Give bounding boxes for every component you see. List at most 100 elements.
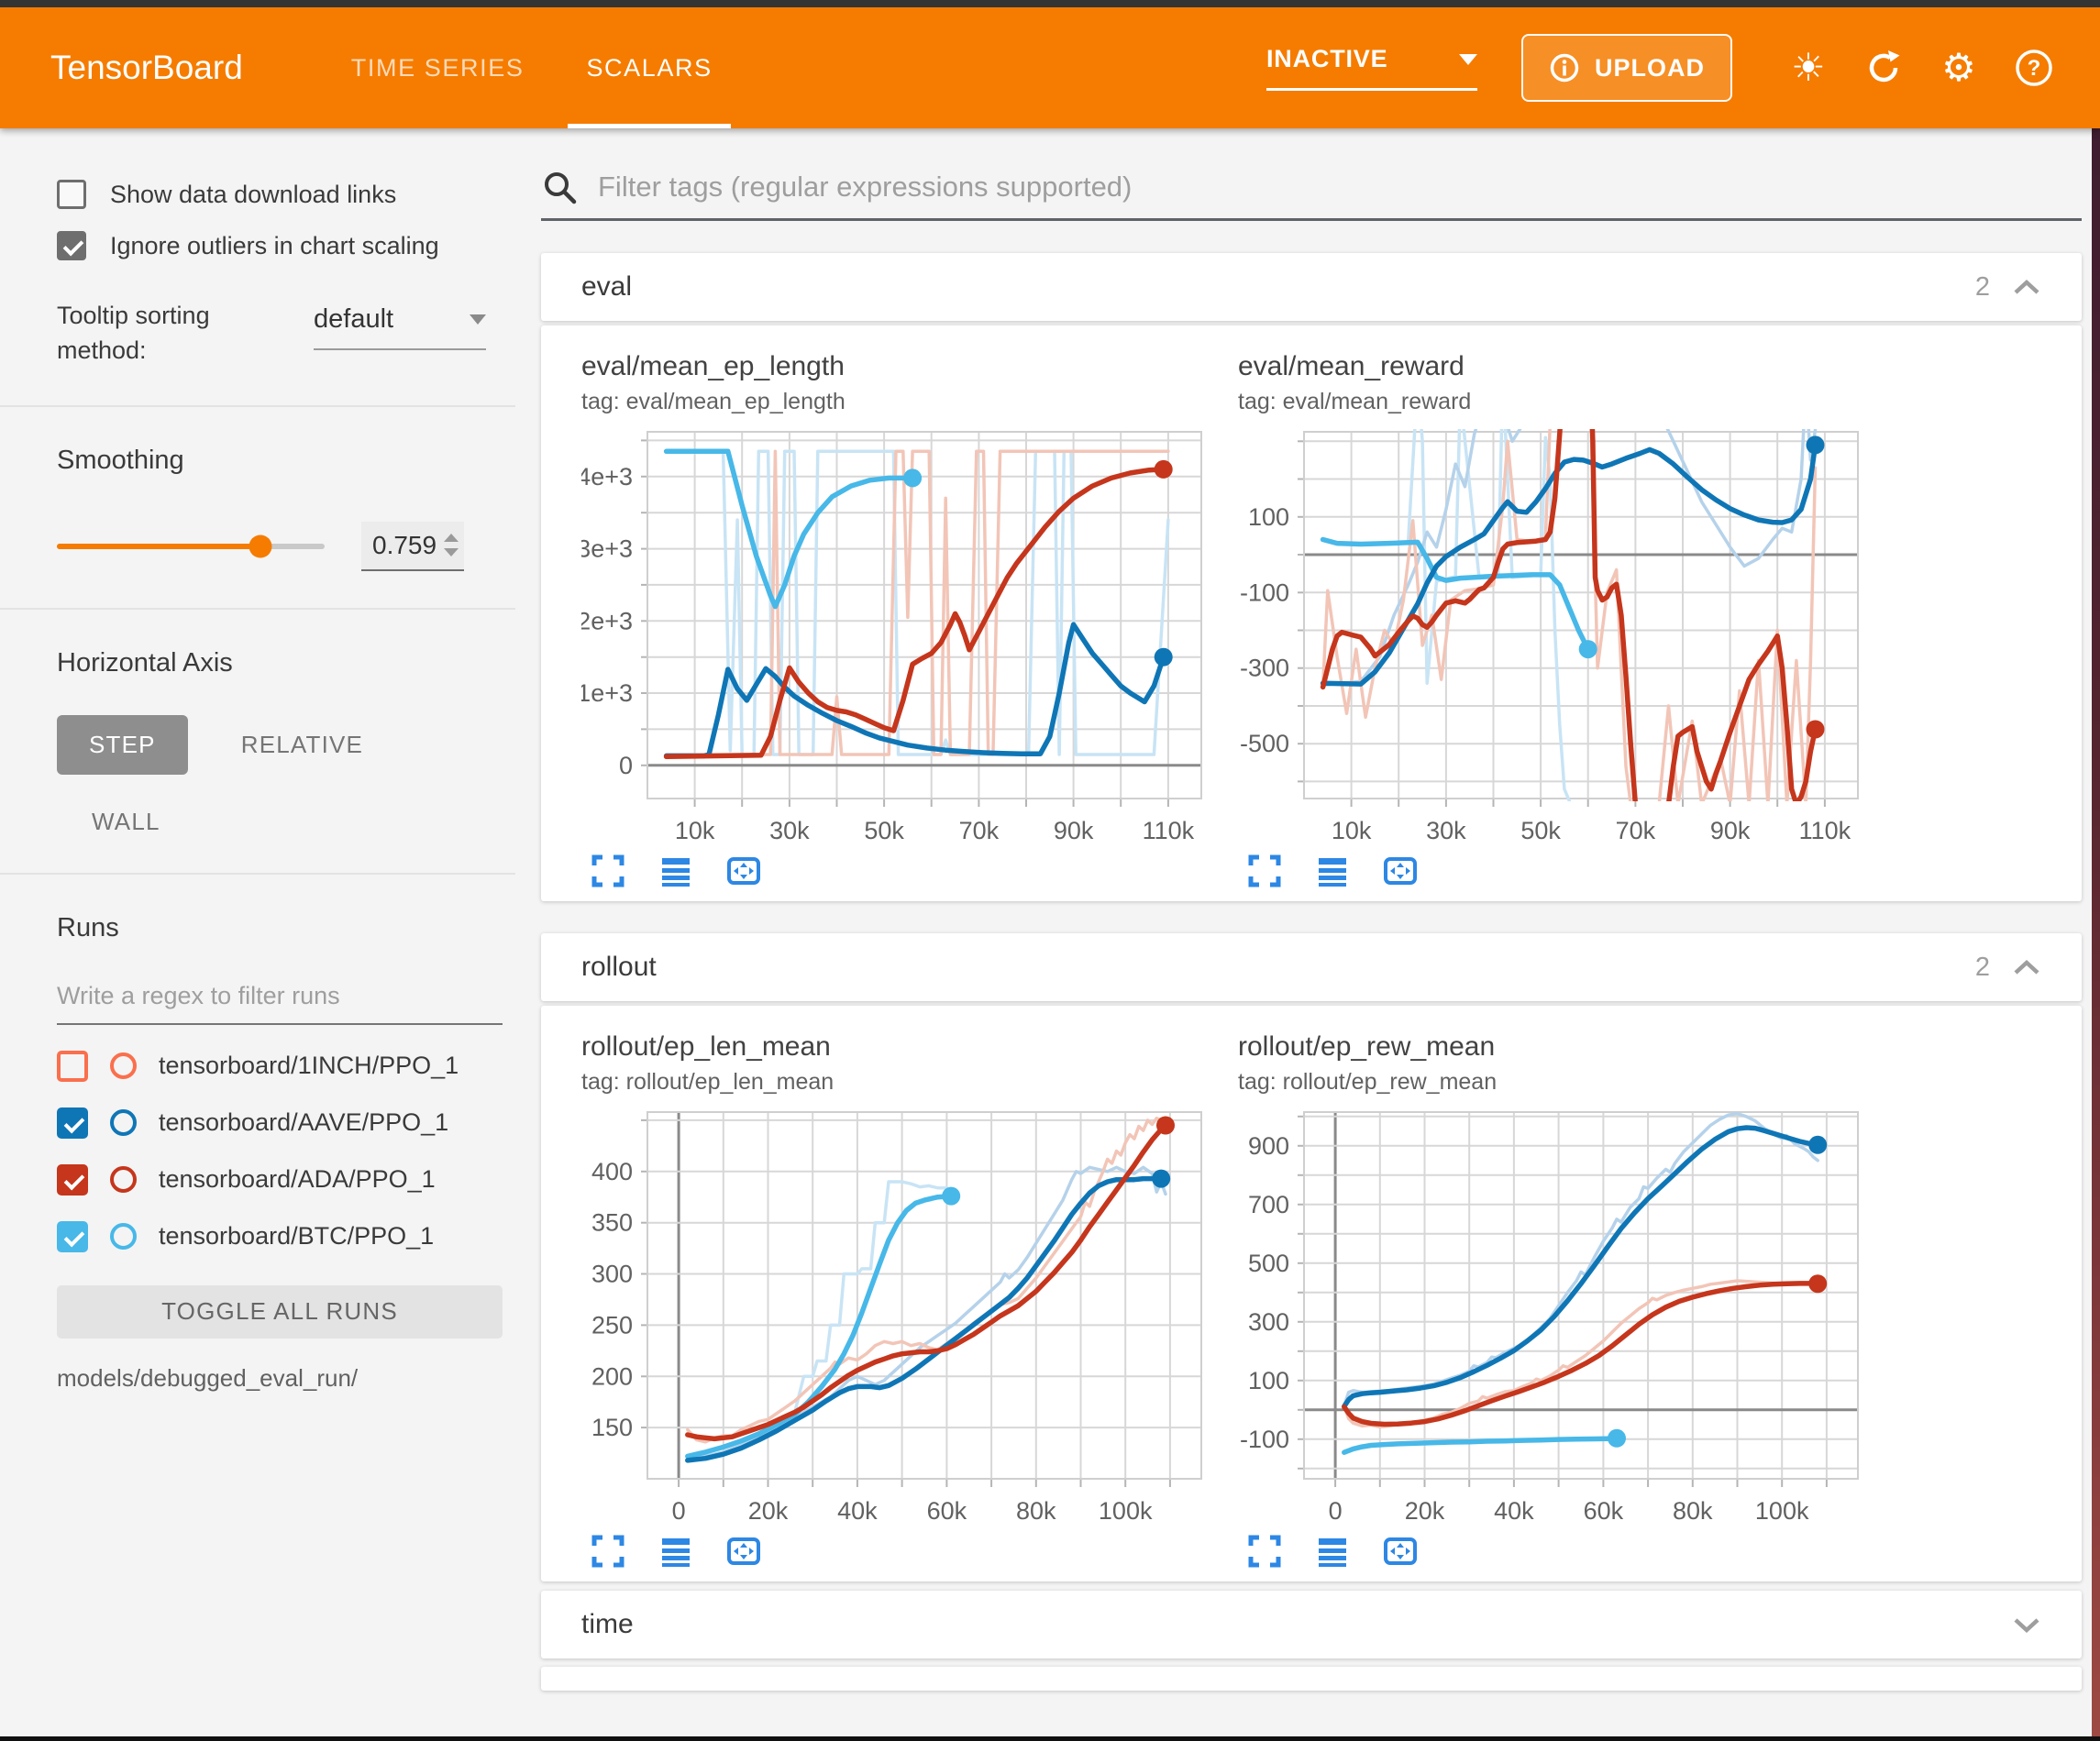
fit-domain-icon[interactable]: [726, 1534, 761, 1569]
section-header-eval[interactable]: eval 2: [541, 253, 2082, 321]
svg-text:70k: 70k: [959, 817, 1000, 844]
expand-card-icon[interactable]: [591, 1534, 625, 1569]
slider-thumb[interactable]: [249, 534, 272, 558]
chart-eval-mean-reward: eval/mean_reward tag: eval/mean_reward 1…: [1238, 351, 1880, 888]
run-radio[interactable]: [110, 1166, 137, 1194]
expand-card-icon[interactable]: [591, 854, 625, 888]
y-axis-scale-icon[interactable]: [658, 854, 693, 888]
y-axis-scale-icon[interactable]: [1315, 854, 1350, 888]
chart-tag: tag: rollout/ep_len_mean: [581, 1069, 834, 1095]
upload-button[interactable]: UPLOAD: [1521, 34, 1732, 102]
smoothing-slider[interactable]: [57, 534, 325, 558]
axis-relative-button[interactable]: RELATIVE: [240, 730, 364, 758]
search-icon: [545, 172, 577, 204]
expand-card-icon[interactable]: [1247, 1534, 1282, 1569]
tab-scalars[interactable]: SCALARS: [568, 7, 731, 128]
svg-text:50k: 50k: [864, 817, 904, 844]
run-radio[interactable]: [110, 1052, 137, 1080]
run-radio[interactable]: [110, 1223, 137, 1251]
svg-text:500: 500: [1248, 1250, 1289, 1277]
svg-text:80k: 80k: [1673, 1497, 1713, 1525]
svg-text:10k: 10k: [1332, 817, 1372, 844]
run-row-btc[interactable]: tensorboard/BTC/PPO_1: [57, 1220, 504, 1252]
svg-text:300: 300: [1248, 1308, 1289, 1336]
tab-time-series[interactable]: TIME SERIES: [350, 53, 525, 82]
run-row-1inch[interactable]: tensorboard/1INCH/PPO_1: [57, 1050, 504, 1082]
refresh-icon[interactable]: [1862, 46, 1906, 90]
svg-text:40k: 40k: [837, 1497, 878, 1525]
fit-domain-icon[interactable]: [1383, 854, 1418, 888]
horizontal-axis-label: Horizontal Axis: [57, 647, 233, 678]
tooltip-sorting-label: Tooltip sorting method:: [57, 302, 210, 364]
svg-text:150: 150: [591, 1414, 633, 1441]
section-header-rollout[interactable]: rollout 2: [541, 933, 2082, 1001]
svg-text:2e+3: 2e+3: [581, 607, 633, 634]
stepper-down-icon[interactable]: [444, 548, 459, 557]
svg-text:1e+3: 1e+3: [581, 679, 633, 707]
run-checkbox[interactable]: [57, 1107, 88, 1139]
app-header: TensorBoard TIME SERIES SCALARS INACTIVE…: [0, 7, 2100, 128]
window-top-strip: [0, 0, 2100, 7]
smoothing-value-input[interactable]: 0.759: [361, 521, 464, 571]
svg-text:3e+3: 3e+3: [581, 535, 633, 563]
svg-text:110k: 110k: [1799, 817, 1851, 844]
chevron-up-icon[interactable]: [2012, 958, 2041, 976]
brightness-icon[interactable]: ☀: [1791, 45, 1826, 90]
chevron-up-icon[interactable]: [2012, 278, 2041, 296]
svg-text:0: 0: [1329, 1497, 1343, 1525]
run-label: tensorboard/ADA/PPO_1: [159, 1165, 436, 1194]
svg-text:100: 100: [1248, 503, 1289, 531]
expand-card-icon[interactable]: [1247, 854, 1282, 888]
run-row-aave[interactable]: tensorboard/AAVE/PPO_1: [57, 1107, 504, 1139]
fit-domain-icon[interactable]: [1383, 1534, 1418, 1569]
run-radio[interactable]: [110, 1109, 137, 1137]
line-chart[interactable]: 10k 30k 50k 70k 90k 110k 0 1e+3 2e+3 3e+3 4e+3: [581, 421, 1214, 852]
scrollbar[interactable]: [2092, 128, 2100, 1741]
show-download-links-row[interactable]: Show data download links: [57, 180, 504, 209]
window-bottom-strip: [0, 1736, 2100, 1741]
filter-tags-input[interactable]: [596, 170, 2082, 204]
chevron-down-icon[interactable]: [2012, 1615, 2041, 1634]
tooltip-sorting-select[interactable]: default: [314, 303, 486, 350]
stepper-up-icon[interactable]: [444, 534, 459, 543]
run-checkbox[interactable]: [57, 1050, 88, 1082]
smoothing-value: 0.759: [372, 530, 437, 559]
line-chart[interactable]: 0 20k 40k 60k 80k 100k 150 200 250 300 350 400: [581, 1101, 1214, 1532]
line-chart[interactable]: 0 20k 40k 60k 80k 100k -100 100 300 500 700 900: [1238, 1101, 1871, 1532]
svg-text:250: 250: [591, 1311, 633, 1339]
fit-domain-icon[interactable]: [726, 854, 761, 888]
y-axis-scale-icon[interactable]: [1315, 1534, 1350, 1569]
svg-text:110k: 110k: [1143, 817, 1195, 844]
axis-wall-button[interactable]: WALL: [92, 807, 160, 835]
chevron-down-icon: [1459, 53, 1477, 65]
svg-text:-100: -100: [1240, 578, 1289, 606]
run-row-ada[interactable]: tensorboard/ADA/PPO_1: [57, 1163, 504, 1196]
main-content: eval 2 eval/mean_ep_length tag: eval/mea…: [541, 128, 2082, 1691]
runs-filter-input[interactable]: [57, 975, 503, 1023]
section-header-partial: [541, 1667, 2082, 1691]
ignore-outliers-checkbox[interactable]: [57, 231, 86, 260]
dropdown-underline: [1266, 88, 1477, 91]
axis-step-button[interactable]: STEP: [57, 714, 188, 775]
svg-text:30k: 30k: [769, 817, 810, 844]
section-content-rollout: rollout/ep_len_mean tag: rollout/ep_len_…: [541, 1006, 2082, 1581]
chart-title: eval/mean_reward: [1238, 351, 1464, 381]
line-chart[interactable]: 10k 30k 50k 70k 90k 110k 100 -100 -300 -500: [1238, 421, 1871, 852]
section-name: eval: [581, 271, 633, 302]
section-count: 2: [1974, 271, 1990, 302]
section-header-time[interactable]: time: [541, 1591, 2082, 1658]
run-checkbox[interactable]: [57, 1163, 88, 1196]
number-stepper[interactable]: [444, 534, 459, 557]
toggle-all-runs-button[interactable]: TOGGLE ALL RUNS: [57, 1284, 503, 1339]
settings-gear-icon[interactable]: ⚙: [1941, 45, 1976, 90]
show-download-links-checkbox[interactable]: [57, 180, 86, 209]
svg-text:4e+3: 4e+3: [581, 463, 633, 490]
smoothing-label: Smoothing: [57, 445, 184, 475]
status-dropdown[interactable]: INACTIVE: [1266, 45, 1477, 91]
ignore-outliers-row[interactable]: Ignore outliers in chart scaling: [57, 231, 504, 260]
run-checkbox[interactable]: [57, 1220, 88, 1252]
upload-label: UPLOAD: [1595, 53, 1705, 82]
svg-text:90k: 90k: [1054, 817, 1094, 844]
help-icon[interactable]: ?: [2012, 46, 2056, 90]
y-axis-scale-icon[interactable]: [658, 1534, 693, 1569]
